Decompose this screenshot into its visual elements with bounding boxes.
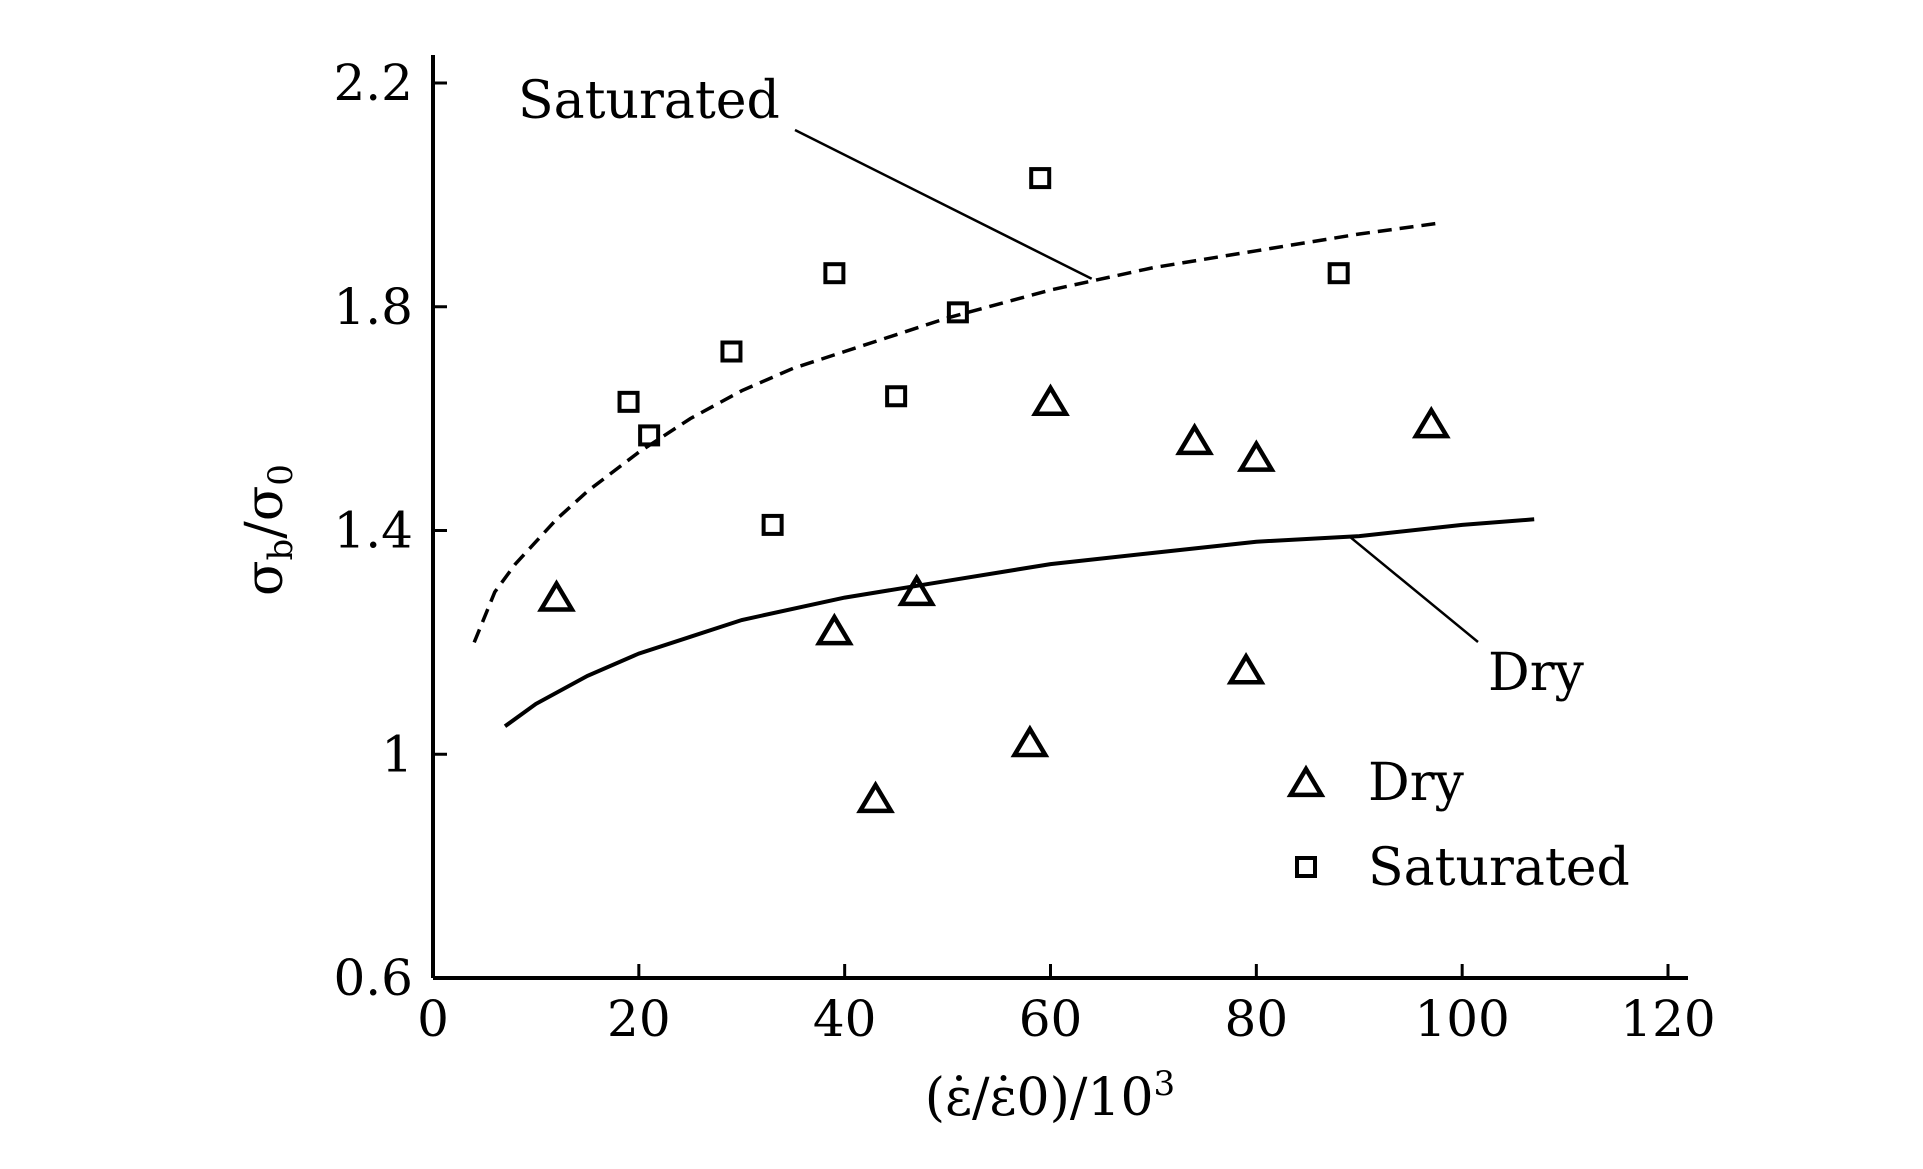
dry-point xyxy=(1411,405,1451,439)
y-tick-label: 0.6 xyxy=(333,949,413,1007)
dry-point xyxy=(897,573,937,607)
saturated-point xyxy=(1295,856,1317,878)
saturated-point xyxy=(617,390,640,413)
data-points xyxy=(537,167,1451,814)
saturated-fit-curve xyxy=(472,221,1442,644)
curve-annotations: Saturated Dry xyxy=(518,71,1585,703)
saturated-point xyxy=(761,513,784,536)
x-tick-label: 40 xyxy=(813,990,877,1048)
x-tick-label: 120 xyxy=(1620,990,1715,1048)
saturated-point xyxy=(720,340,743,363)
dry-point xyxy=(1010,724,1050,758)
y-tick-label: 1.8 xyxy=(333,278,413,336)
saturated-curve-label: Saturated xyxy=(518,71,780,131)
dry-point xyxy=(856,780,895,814)
y-axis-title: σb/σ0 xyxy=(235,464,301,596)
legend: Dry Saturated xyxy=(1286,753,1630,898)
legend-label-saturated: Saturated xyxy=(1368,838,1630,898)
saturated-point xyxy=(823,262,846,285)
x-tick-label: 60 xyxy=(1019,990,1083,1048)
x-axis-title-exponent: 3 xyxy=(1154,1064,1176,1104)
dry-point xyxy=(1236,439,1276,472)
dry-point xyxy=(1175,422,1214,456)
x-axis-title: (ε̇/ε̇0)/103 xyxy=(925,1064,1175,1128)
x-tick-label: 20 xyxy=(607,990,671,1048)
dry-point xyxy=(1286,764,1326,798)
dry-point xyxy=(1031,383,1070,416)
dry-point xyxy=(537,579,576,612)
y-title-slash-sigma: /σ xyxy=(235,486,295,539)
dry-point xyxy=(815,612,854,646)
x-tick-label: 100 xyxy=(1414,990,1509,1048)
saturated-point xyxy=(885,385,908,408)
y-title-sigma: σ xyxy=(235,560,295,596)
dry-point xyxy=(1226,651,1266,685)
x-tick-label: 80 xyxy=(1225,990,1289,1048)
saturated-point xyxy=(638,424,661,447)
dry-leader-line xyxy=(1348,535,1479,643)
y-title-sub-0: 0 xyxy=(261,464,301,486)
y-tick-label: 1 xyxy=(381,725,413,783)
x-tick-label: 0 xyxy=(417,990,449,1048)
saturated-point xyxy=(1327,262,1350,285)
y-tick-label: 1.4 xyxy=(333,502,413,560)
y-title-sub-b: b xyxy=(261,539,301,561)
dry-fit-curve xyxy=(503,517,1535,728)
saturated-leader-line xyxy=(794,128,1093,280)
y-tick-label: 2.2 xyxy=(333,54,413,112)
fit-curves xyxy=(472,221,1535,728)
dry-curve-label: Dry xyxy=(1488,643,1585,703)
legend-label-dry: Dry xyxy=(1368,753,1465,813)
axes: 0 20 40 60 80 100 120 0.6 1 1.4 1.8 2.2 xyxy=(333,54,1715,1048)
saturated-point xyxy=(946,301,969,324)
saturated-point xyxy=(1029,167,1052,190)
